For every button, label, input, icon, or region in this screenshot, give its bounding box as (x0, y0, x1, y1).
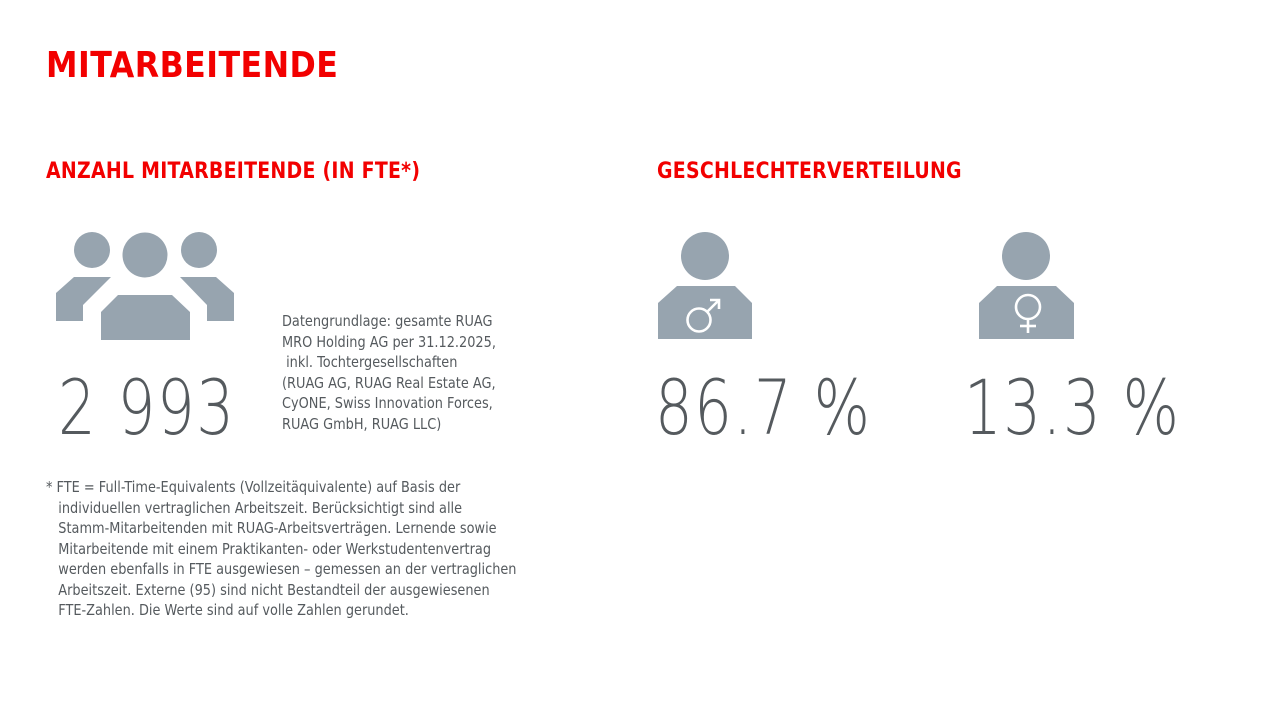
headcount-value: 2 993 (58, 363, 236, 452)
female-percentage: 13.3 % (964, 363, 1181, 452)
male-percentage: 86.7 % (655, 363, 872, 452)
female-person-icon (970, 225, 1085, 345)
gender-heading: GESCHLECHTERVERTEILUNG (657, 159, 962, 184)
male-symbol-icon (686, 298, 721, 333)
fte-footnote: * FTE = Full-Time-Equivalents (Vollzeitä… (46, 478, 517, 619)
headcount-heading: ANZAHL MITARBEITENDE (IN FTE*) (46, 159, 421, 184)
male-person-icon (650, 225, 760, 345)
group-of-people-icon (50, 228, 240, 343)
page-title: MITARBEITENDE (46, 45, 339, 86)
female-symbol-icon (1014, 293, 1042, 333)
source-note: Datengrundlage: gesamte RUAG MRO Holding… (282, 312, 496, 433)
